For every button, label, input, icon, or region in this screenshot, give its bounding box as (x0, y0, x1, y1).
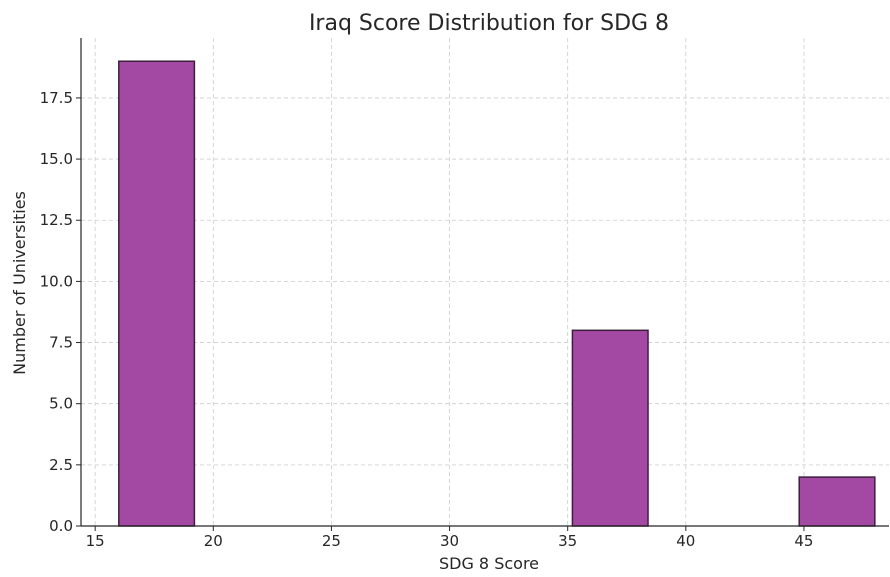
bar-bin-9 (798, 476, 876, 527)
chart-title: Iraq Score Distribution for SDG 8 (309, 11, 669, 36)
ticks: 15 20 25 30 35 40 45 0.0 2.5 5.0 7.5 10.0 12.5 15.0 17… (40, 89, 814, 550)
y-tick-label-2: 5.0 (49, 395, 73, 413)
x-tick-label-1: 20 (204, 532, 223, 550)
y-tick-label-1: 2.5 (49, 456, 73, 474)
y-tick-label-4: 10.0 (40, 272, 73, 290)
bars (118, 60, 876, 527)
x-tick-label-3: 30 (440, 532, 459, 550)
bar-bin-0 (118, 60, 196, 527)
x-tick-label-2: 25 (322, 532, 341, 550)
y-tick-label-3: 7.5 (49, 334, 73, 352)
y-axis-label: Number of Universities (10, 191, 29, 375)
grid-lines (81, 38, 889, 527)
y-tick-label-7: 17.5 (40, 89, 73, 107)
bar-bin-6 (571, 329, 649, 527)
y-tick-label-5: 12.5 (40, 211, 73, 229)
x-tick-label-4: 35 (558, 532, 577, 550)
y-tick-label-0: 0.0 (49, 517, 73, 535)
x-tick-label-0: 15 (86, 532, 105, 550)
x-tick-label-5: 40 (676, 532, 695, 550)
x-tick-label-6: 45 (794, 532, 813, 550)
axes (80, 38, 889, 527)
y-tick-label-6: 15.0 (40, 150, 73, 168)
x-axis-label: SDG 8 Score (439, 554, 539, 573)
